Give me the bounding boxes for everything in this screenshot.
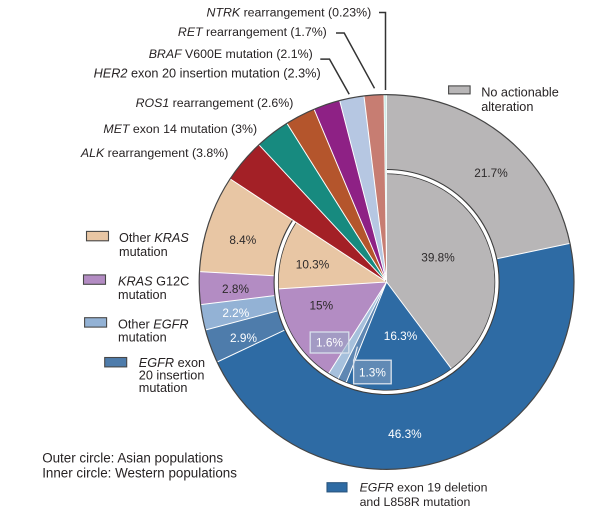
svg-text:alteration: alteration bbox=[481, 100, 533, 114]
svg-text:mutation: mutation bbox=[119, 245, 168, 259]
svg-text:1.3%: 1.3% bbox=[359, 366, 386, 380]
svg-text:KRAS G12C: KRAS G12C bbox=[118, 274, 189, 288]
svg-text:21.7%: 21.7% bbox=[474, 166, 508, 180]
svg-text:MET exon 14 mutation (3%): MET exon 14 mutation (3%) bbox=[103, 122, 257, 136]
svg-text:mutation: mutation bbox=[139, 381, 188, 395]
svg-text:NTRK rearrangement (0.23%): NTRK rearrangement (0.23%) bbox=[207, 6, 372, 20]
svg-text:ROS1 rearrangement (2.6%): ROS1 rearrangement (2.6%) bbox=[136, 96, 294, 110]
svg-text:Other KRAS: Other KRAS bbox=[119, 231, 189, 245]
svg-text:2.9%: 2.9% bbox=[230, 331, 257, 345]
svg-text:16.3%: 16.3% bbox=[384, 329, 418, 343]
svg-text:20 insertion: 20 insertion bbox=[139, 369, 205, 383]
svg-text:ALK rearrangement (3.8%): ALK rearrangement (3.8%) bbox=[80, 146, 229, 160]
svg-text:10.3%: 10.3% bbox=[296, 258, 330, 272]
svg-text:EGFR exon 19 deletion: EGFR exon 19 deletion bbox=[360, 481, 488, 495]
svg-text:BRAF V600E mutation (2.1%): BRAF V600E mutation (2.1%) bbox=[149, 47, 313, 61]
svg-text:mutation: mutation bbox=[118, 288, 167, 302]
svg-text:HER2 exon 20 insertion mutatio: HER2 exon 20 insertion mutation (2.3%) bbox=[94, 67, 321, 81]
svg-text:8.4%: 8.4% bbox=[229, 233, 256, 247]
svg-text:EGFR exon: EGFR exon bbox=[139, 356, 205, 370]
svg-text:No actionable: No actionable bbox=[481, 85, 559, 99]
svg-text:and L858R mutation: and L858R mutation bbox=[360, 495, 471, 509]
svg-text:Inner circle: Western populati: Inner circle: Western populations bbox=[42, 466, 237, 481]
svg-text:2.2%: 2.2% bbox=[222, 306, 249, 320]
svg-text:Other EGFR: Other EGFR bbox=[118, 317, 189, 331]
svg-text:mutation: mutation bbox=[118, 331, 167, 345]
svg-text:Outer circle: Asian population: Outer circle: Asian populations bbox=[42, 450, 223, 465]
svg-text:RET rearrangement (1.7%): RET rearrangement (1.7%) bbox=[178, 25, 327, 39]
svg-text:1.6%: 1.6% bbox=[316, 336, 343, 350]
svg-text:46.3%: 46.3% bbox=[388, 427, 422, 441]
svg-text:39.8%: 39.8% bbox=[421, 251, 455, 265]
svg-text:15%: 15% bbox=[309, 298, 333, 312]
svg-text:2.8%: 2.8% bbox=[222, 282, 249, 296]
